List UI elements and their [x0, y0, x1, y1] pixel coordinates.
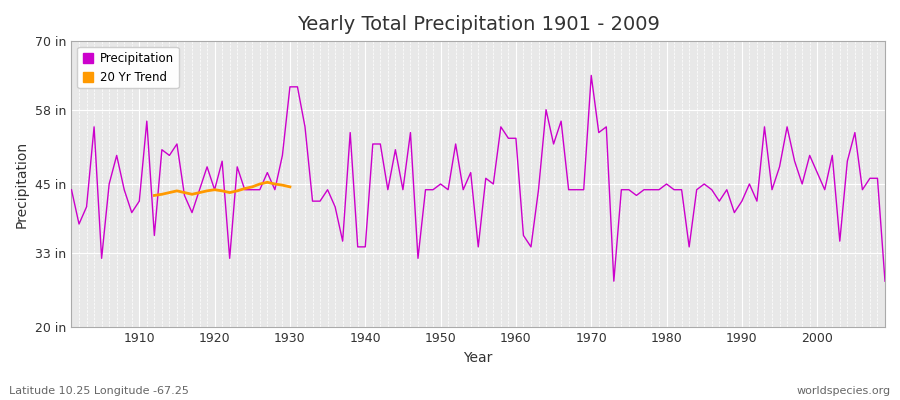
Text: Latitude 10.25 Longitude -67.25: Latitude 10.25 Longitude -67.25 — [9, 386, 189, 396]
Text: worldspecies.org: worldspecies.org — [796, 386, 891, 396]
Title: Yearly Total Precipitation 1901 - 2009: Yearly Total Precipitation 1901 - 2009 — [297, 15, 660, 34]
X-axis label: Year: Year — [464, 351, 493, 365]
Y-axis label: Precipitation: Precipitation — [15, 140, 29, 228]
Legend: Precipitation, 20 Yr Trend: Precipitation, 20 Yr Trend — [77, 47, 179, 88]
